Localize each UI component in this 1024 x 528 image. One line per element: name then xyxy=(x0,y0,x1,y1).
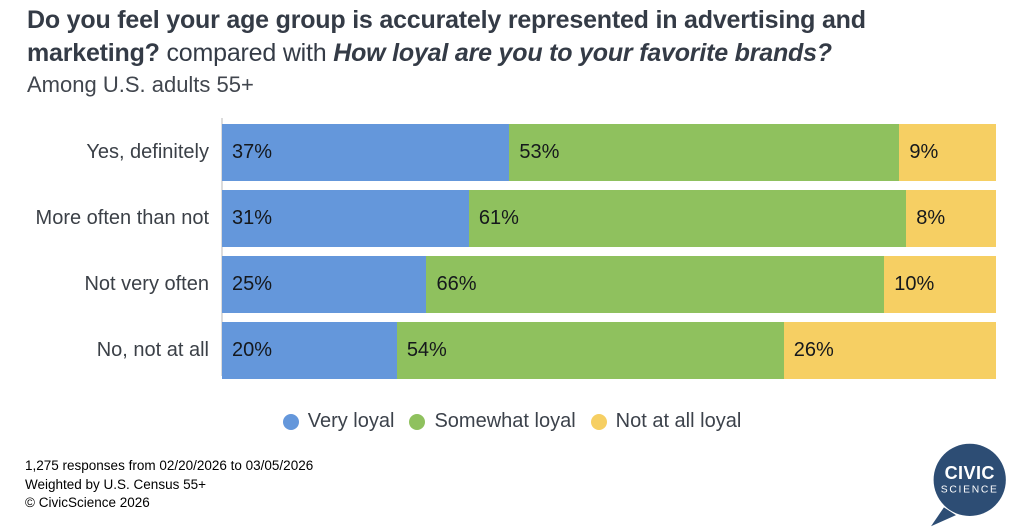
legend-item: Very loyal xyxy=(282,410,395,433)
legend-item: Somewhat loyal xyxy=(409,410,576,433)
bar-value-label: 61% xyxy=(478,207,519,229)
bar-segment: 25% xyxy=(222,256,427,313)
civicscience-logo: CIVIC SCIENCE xyxy=(925,442,1011,528)
bar-segment: 37% xyxy=(222,124,510,181)
bar-value-label: 10% xyxy=(894,273,935,295)
bar-segment: 31% xyxy=(222,190,469,247)
bar-row: No, not at all 20% 54% 26% xyxy=(0,322,996,379)
title-connector: compared with xyxy=(159,38,334,67)
legend-label: Very loyal xyxy=(307,410,395,432)
bar: 37% 53% 9% xyxy=(222,124,996,181)
category-label: Not very often xyxy=(84,273,209,295)
logo-text-civic: CIVIC xyxy=(945,463,995,483)
bar-value-label: 31% xyxy=(232,207,273,229)
stacked-bar-chart: Yes, definitely 37% 53% 9% More often than n… xyxy=(0,118,996,379)
title-question-1: Do you feel your age group is accurately… xyxy=(27,6,866,67)
title-question-2: How loyal are you to your favorite brand… xyxy=(333,38,832,67)
bar-value-label: 53% xyxy=(519,141,560,163)
bar-segment: 61% xyxy=(468,190,907,247)
legend: Very loyal Somewhat loyal Not at all loyal xyxy=(0,410,1024,433)
bar-segment: 8% xyxy=(906,190,996,247)
speech-bubble-icon: CIVIC SCIENCE xyxy=(931,443,1006,527)
bar-segment: 54% xyxy=(396,322,784,379)
bar-row: Not very often 25% 66% 10% xyxy=(0,256,996,313)
chart-subtitle: Among U.S. adults 55+ xyxy=(27,72,254,97)
category-label: More often than not xyxy=(35,207,209,229)
bar-value-label: 8% xyxy=(916,207,946,229)
bar-row: Yes, definitely 37% 53% 9% xyxy=(0,124,996,181)
footnote-copyright: © CivicScience 2026 xyxy=(25,495,150,511)
bar-value-label: 20% xyxy=(232,339,273,361)
bar-value-label: 26% xyxy=(793,339,834,361)
bar-segment: 53% xyxy=(509,124,900,181)
bar-segment: 20% xyxy=(222,322,397,379)
bar-segment: 10% xyxy=(884,256,996,313)
chart-title: Do you feel your age group is accurately… xyxy=(27,4,994,69)
source-note: 1,275 responses from 02/20/2026 to 03/05… xyxy=(25,457,313,513)
legend-label: Not at all loyal xyxy=(615,410,742,432)
bar-value-label: 37% xyxy=(232,141,273,163)
bar-row: More often than not 31% 61% 8% xyxy=(0,190,996,247)
bar-value-label: 66% xyxy=(436,273,477,295)
bar-segment: 26% xyxy=(783,322,996,379)
bar-value-label: 25% xyxy=(232,273,273,295)
footnote-responses: 1,275 responses from 02/20/2026 to 03/05… xyxy=(25,458,314,473)
bar-segment: 66% xyxy=(426,256,885,313)
bar-segment: 9% xyxy=(899,124,996,181)
logo-text-science: SCIENCE xyxy=(941,485,999,496)
legend-color-dot xyxy=(282,413,299,430)
bar: 31% 61% 8% xyxy=(222,190,996,247)
bar-value-label: 9% xyxy=(909,141,939,163)
bar: 20% 54% 26% xyxy=(222,322,996,379)
footnote-weighting: Weighted by U.S. Census 55+ xyxy=(25,476,206,492)
legend-color-dot xyxy=(409,413,426,430)
bar: 25% 66% 10% xyxy=(222,256,996,313)
legend-label: Somewhat loyal xyxy=(434,410,576,432)
category-label: No, not at all xyxy=(96,339,209,361)
chart-header: Do you feel your age group is accurately… xyxy=(27,4,994,98)
category-label: Yes, definitely xyxy=(86,141,209,163)
legend-item: Not at all loyal xyxy=(590,410,742,433)
legend-color-dot xyxy=(590,413,607,430)
bar-value-label: 54% xyxy=(406,339,447,361)
